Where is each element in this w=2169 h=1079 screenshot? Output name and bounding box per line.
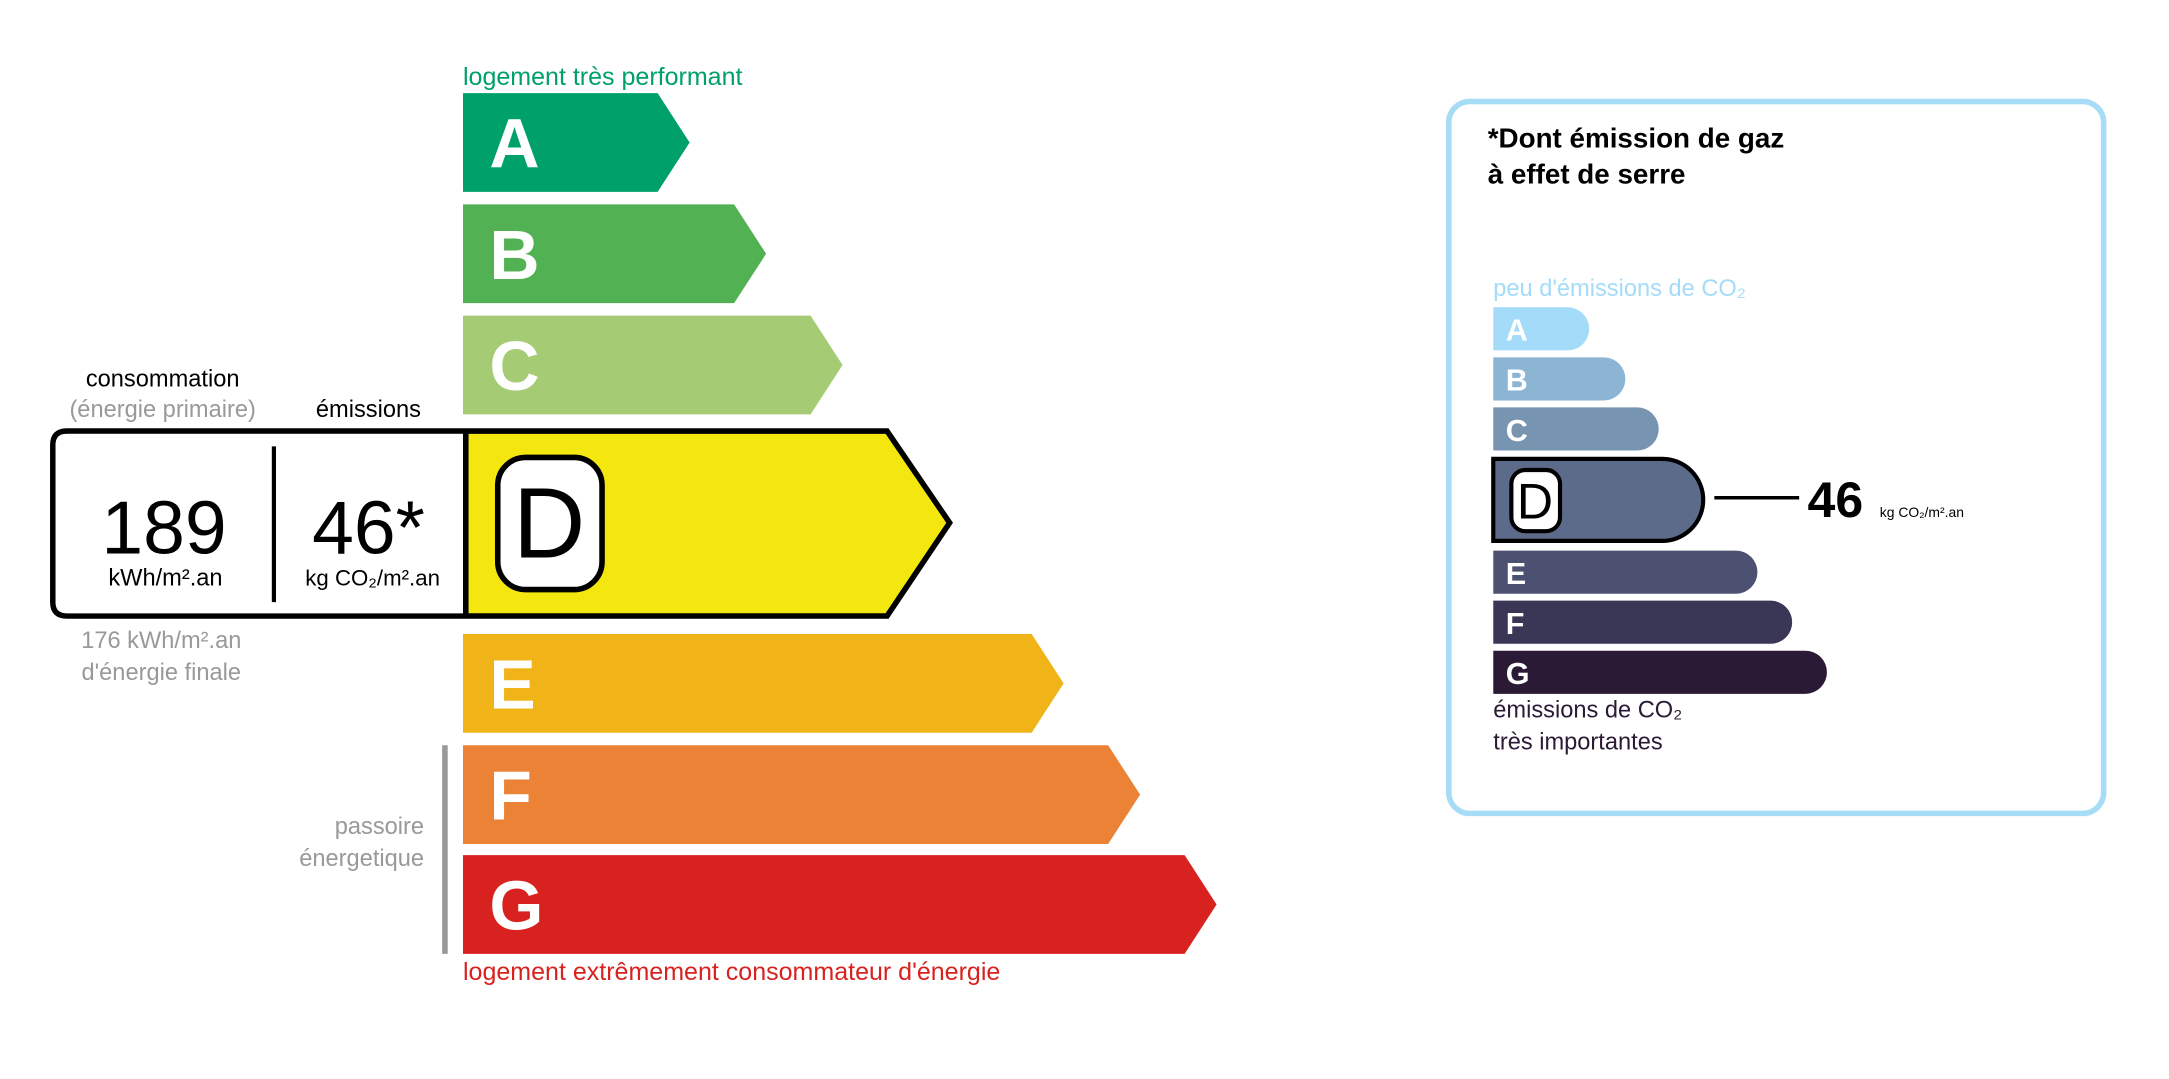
energy-bottom-label: logement extrêmement consommateur d'éner… bbox=[463, 958, 1000, 986]
energy-values-box bbox=[55, 433, 466, 614]
consumption-label: consommation bbox=[86, 367, 240, 393]
emissions-value: 46* bbox=[312, 485, 425, 569]
consumption-value: 189 bbox=[101, 485, 226, 569]
ghg-class-letter: F bbox=[1506, 607, 1525, 641]
energy-class-letter: B bbox=[489, 216, 539, 294]
energy-class-letter: F bbox=[489, 757, 531, 835]
ghg-title-1: *Dont émission de gaz bbox=[1488, 122, 1785, 153]
ghg-class-bar-f bbox=[1493, 600, 1793, 644]
passoire-label-2: énergetique bbox=[299, 846, 424, 872]
emissions-unit: kg CO₂/m².an bbox=[305, 565, 440, 590]
ghg-class-letter: E bbox=[1506, 557, 1526, 591]
energy-class-letter: G bbox=[489, 867, 543, 945]
ghg-class-bar-b bbox=[1493, 357, 1626, 401]
ghg-class-bar-a bbox=[1493, 307, 1590, 351]
consumption-unit: kWh/m².an bbox=[108, 565, 222, 591]
energy-class-bar-e bbox=[462, 634, 1064, 733]
primary-energy-label: (énergie primaire) bbox=[69, 397, 255, 423]
energy-class-letter: E bbox=[489, 645, 535, 723]
ghg-title-2: à effet de serre bbox=[1488, 159, 1686, 190]
energy-class-letter: C bbox=[489, 327, 539, 405]
ghg-class-letter: A bbox=[1506, 314, 1528, 348]
energy-class-bar-g bbox=[462, 855, 1217, 954]
energy-top-label: logement très performant bbox=[463, 63, 743, 91]
ghg-class-bar-g bbox=[1493, 650, 1827, 694]
energy-current-letter: D bbox=[513, 468, 585, 580]
ghg-current-letter: D bbox=[1517, 474, 1553, 530]
energy-class-letter: A bbox=[489, 105, 539, 183]
ghg-class-bar-e bbox=[1493, 550, 1758, 594]
passoire-label-1: passoire bbox=[335, 814, 424, 840]
ghg-class-letter: G bbox=[1506, 657, 1530, 691]
ghg-current-badge bbox=[1509, 467, 1563, 534]
ghg-class-letter: B bbox=[1506, 364, 1528, 398]
ghg-bottom-label-2: très importantes bbox=[1493, 729, 1662, 755]
energy-class-bar-b bbox=[462, 204, 767, 304]
final-energy-label: d'énergie finale bbox=[82, 660, 242, 686]
ghg-value: 46 bbox=[1808, 472, 1864, 528]
emissions-label: émissions bbox=[316, 397, 421, 423]
ghg-unit: kg CO₂/m².an bbox=[1880, 504, 1964, 520]
energy-class-bar-c bbox=[462, 315, 843, 415]
energy-current-badge bbox=[494, 454, 605, 593]
final-energy-value: 176 kWh/m².an bbox=[81, 628, 241, 654]
ghg-top-label: peu d'émissions de CO₂ bbox=[1493, 276, 1746, 302]
energy-class-bar-a bbox=[462, 93, 690, 192]
energy-current-outline bbox=[50, 428, 953, 619]
ghg-class-bar-c bbox=[1493, 407, 1659, 451]
energy-class-bar-f bbox=[462, 745, 1141, 844]
ghg-class-letter: C bbox=[1506, 414, 1528, 448]
ghg-bottom-label-1: émissions de CO₂ bbox=[1493, 697, 1682, 723]
